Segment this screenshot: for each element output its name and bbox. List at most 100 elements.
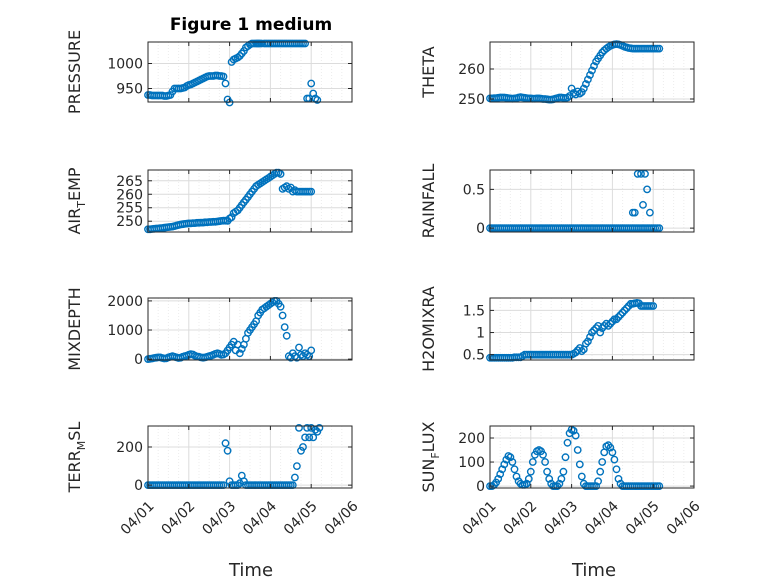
data-point: [616, 310, 625, 319]
x-axis-label-right: Time: [571, 560, 616, 581]
panel-mixdepth: 0 1000 2000 MIXDEPTH: [65, 287, 353, 371]
data-point: [594, 477, 602, 486]
data-point: [596, 467, 605, 476]
data-point: [506, 453, 515, 462]
data-point: [588, 66, 596, 75]
y-tick-label: 265: [116, 174, 143, 190]
data-point: [633, 169, 642, 178]
data-point: [280, 323, 289, 331]
x-axis-label-left: Time: [228, 560, 273, 581]
data-point: [301, 433, 309, 442]
data-point: [561, 453, 570, 462]
y-tick-label: 1.5: [463, 303, 485, 319]
data-point: [223, 446, 232, 455]
data-point: [610, 455, 619, 464]
data-point: [655, 224, 664, 233]
data-point: [290, 473, 299, 482]
data-point: [510, 465, 519, 474]
y-tick-label: 260: [458, 62, 485, 78]
panel-pressure: 950 1000 PRESSURE: [65, 30, 353, 114]
data-point: [606, 443, 615, 452]
data-point: [577, 347, 586, 355]
data-point: [221, 79, 230, 88]
data-point: [496, 470, 505, 478]
data-point: [596, 328, 605, 337]
data-point: [313, 427, 322, 436]
y-tick-label: 0: [476, 479, 485, 495]
data-point: [295, 423, 303, 432]
data-point: [307, 79, 316, 88]
data-point: [221, 439, 230, 448]
data-point: [276, 170, 285, 178]
data-point: [543, 467, 551, 476]
axes-frame: [489, 169, 695, 233]
data-point: [604, 321, 613, 330]
data-point: [606, 319, 615, 328]
data-point: [307, 423, 316, 432]
data-point: [235, 349, 244, 358]
data-point: [614, 313, 623, 321]
figure-title: Figure 1 medium: [170, 15, 332, 35]
y-tick-label: 1000: [107, 57, 143, 73]
data-point: [573, 87, 582, 96]
data-point: [567, 84, 576, 93]
y-tick-label: 0: [476, 221, 485, 237]
data-point: [612, 465, 621, 474]
axes-frame: [489, 297, 695, 361]
data-point: [612, 315, 621, 324]
data-point: [639, 200, 647, 209]
axes-frame: [147, 425, 353, 489]
axes-frame: [147, 297, 353, 361]
data-point: [559, 467, 568, 476]
data-point: [588, 328, 596, 337]
y-tick-label: 255: [116, 201, 143, 217]
data-point: [598, 458, 607, 466]
data-point: [655, 44, 664, 53]
y-tick-label: 2000: [107, 294, 143, 310]
data-point: [620, 306, 629, 315]
data-point: [295, 343, 303, 352]
data-point: [584, 337, 592, 346]
data-point: [309, 433, 318, 442]
data-point: [575, 89, 584, 98]
data-point: [508, 458, 517, 466]
data-point: [643, 185, 651, 194]
data-point: [555, 479, 564, 488]
data-point: [282, 331, 291, 340]
y-tick-label: 0: [134, 352, 143, 368]
data-point: [573, 446, 582, 454]
data-point: [637, 169, 645, 178]
y-axis-label: AIRTEMP: [65, 167, 88, 234]
data-point: [563, 438, 572, 447]
data-point: [301, 39, 309, 48]
data-point: [292, 462, 301, 470]
data-point: [649, 302, 658, 310]
data-point: [528, 458, 537, 466]
y-tick-label: 0: [134, 478, 143, 494]
data-point: [307, 187, 316, 196]
data-point: [227, 213, 236, 222]
data-point: [622, 304, 631, 313]
data-point: [582, 339, 590, 348]
data-point: [239, 477, 248, 486]
data-point: [539, 450, 547, 459]
data-point: [278, 311, 287, 320]
data-point: [315, 423, 324, 432]
data-point: [646, 208, 654, 217]
y-axis-label: THETA: [419, 46, 438, 98]
y-axis-label: SUNFLUX: [419, 421, 442, 492]
data-point: [307, 346, 316, 355]
data-point: [586, 71, 594, 79]
y-axis-label: H2OMIXRA: [419, 286, 438, 372]
axes-frame: [489, 425, 695, 489]
axes-frame: [489, 41, 695, 103]
data-point: [303, 423, 311, 432]
y-tick-label: 0.5: [463, 348, 485, 364]
y-tick-label: 100: [458, 455, 485, 471]
y-tick-label: 950: [116, 82, 143, 98]
data-point: [545, 474, 554, 483]
axes-frame: [147, 169, 353, 233]
y-tick-label: 1000: [107, 323, 143, 339]
data-point: [577, 472, 586, 481]
